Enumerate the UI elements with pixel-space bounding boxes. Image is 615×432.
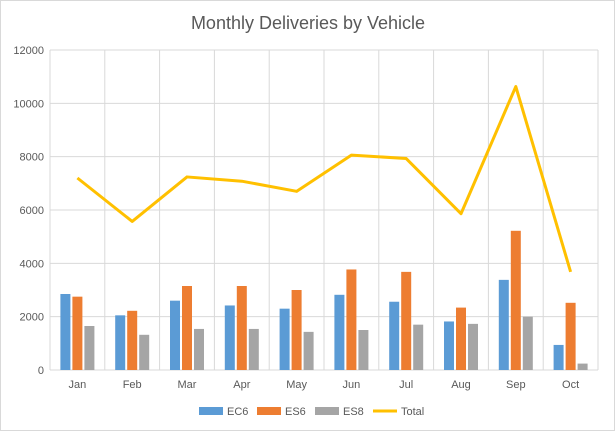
- y-tick-label: 4000: [20, 258, 44, 270]
- legend-label: EC6: [227, 406, 248, 418]
- x-tick-label: Aug: [451, 379, 471, 391]
- bar-ec6-sep: [498, 279, 509, 370]
- bar-ec6-jul: [389, 301, 400, 370]
- bar-ec6-jan: [60, 294, 71, 370]
- x-tick-label: Sep: [506, 379, 526, 391]
- bar-ec6-jun: [334, 294, 345, 370]
- bar-es6-oct: [565, 302, 576, 370]
- bar-es6-aug: [456, 307, 466, 370]
- x-tick-label: Jun: [343, 379, 361, 391]
- y-tick-label: 2000: [20, 312, 44, 324]
- bar-ec6-mar: [170, 300, 180, 370]
- x-tick-label: May: [286, 379, 307, 391]
- legend-label: Total: [401, 406, 424, 418]
- x-axis-ticks: Jan Feb Mar Apr May Jun Jul Aug Sep Oct: [69, 379, 580, 391]
- bar-es8-jun: [358, 330, 369, 370]
- legend-item-ec6: EC6: [199, 406, 248, 418]
- bar-es6-mar: [182, 286, 192, 370]
- bar-es6-apr: [236, 286, 247, 370]
- bar-es8-sep: [522, 316, 533, 370]
- legend-swatch: [315, 407, 339, 415]
- y-tick-label: 6000: [20, 205, 44, 217]
- x-tick-label: Apr: [233, 379, 250, 391]
- bar-ec6-apr: [224, 305, 235, 370]
- legend: EC6 ES6 ES8 Total: [199, 406, 424, 418]
- x-tick-label: Feb: [123, 379, 142, 391]
- bar-ec6-oct: [553, 344, 564, 370]
- bar-es8-jan: [84, 326, 95, 370]
- y-tick-label: 0: [38, 365, 44, 377]
- legend-label: ES6: [285, 406, 306, 418]
- line-layer: [76, 85, 573, 273]
- x-tick-label: Mar: [178, 379, 197, 391]
- chart-title: Monthly Deliveries by Vehicle: [191, 13, 425, 33]
- bar-layer: [60, 230, 588, 370]
- y-tick-label: 10000: [13, 98, 44, 110]
- bar-es8-may: [303, 331, 314, 370]
- x-tick-label: Oct: [562, 379, 579, 391]
- y-tick-label: 12000: [13, 45, 44, 57]
- x-tick-label: Jul: [399, 379, 413, 391]
- bar-es6-sep: [510, 230, 521, 370]
- bar-es6-jun: [346, 269, 357, 370]
- bar-es6-may: [291, 290, 302, 370]
- bar-es6-jul: [401, 271, 412, 370]
- bar-es8-feb: [139, 334, 150, 370]
- bar-es8-aug: [468, 323, 478, 370]
- bar-es8-oct: [577, 363, 588, 370]
- grid-layer: [49, 49, 599, 371]
- y-tick-label: 8000: [20, 152, 44, 164]
- y-axis-ticks: 0 2000 4000 6000 8000 10000 12000: [13, 45, 44, 377]
- bar-es8-mar: [194, 328, 204, 370]
- x-tick-label: Jan: [69, 379, 87, 391]
- legend-item-total: Total: [373, 406, 424, 418]
- legend-item-es8: ES8: [315, 406, 364, 418]
- legend-swatch: [257, 407, 281, 415]
- bar-es8-jul: [413, 324, 424, 370]
- bar-ec6-aug: [444, 321, 454, 370]
- legend-label: ES8: [343, 406, 364, 418]
- bar-es8-apr: [248, 328, 259, 370]
- line-total: [76, 85, 573, 273]
- legend-item-es6: ES6: [257, 406, 306, 418]
- bar-ec6-feb: [115, 315, 126, 370]
- bar-es6-feb: [127, 310, 138, 370]
- bar-ec6-may: [279, 308, 290, 370]
- bar-es6-jan: [72, 296, 83, 370]
- legend-swatch: [199, 407, 223, 415]
